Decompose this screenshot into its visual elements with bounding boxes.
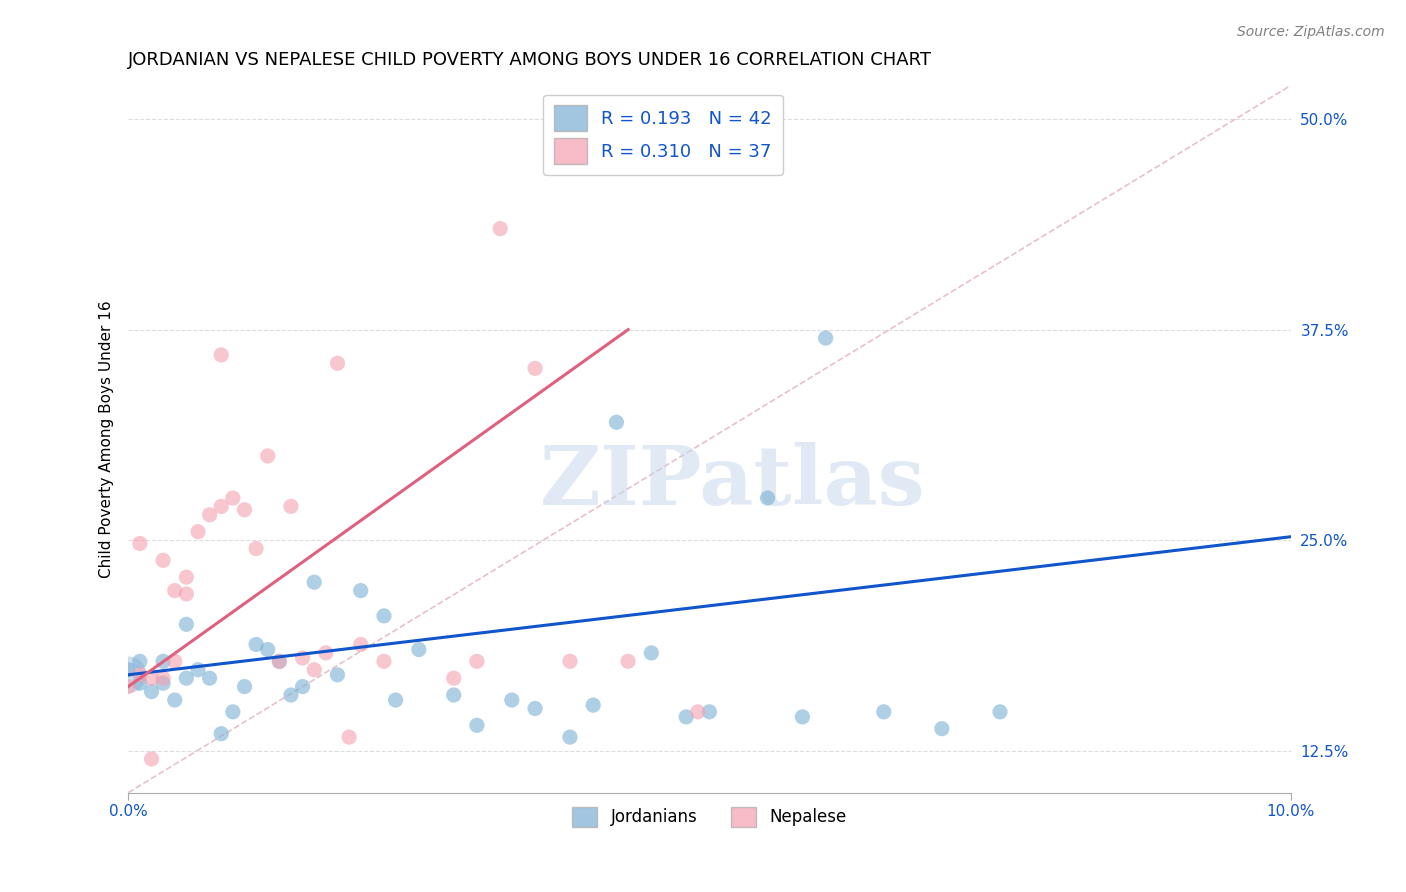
Point <box>117 680 139 694</box>
Point <box>209 348 232 362</box>
Point <box>141 684 163 698</box>
Point <box>176 570 198 584</box>
Point <box>152 654 174 668</box>
Point <box>117 667 139 681</box>
Point <box>686 705 709 719</box>
Point <box>408 642 430 657</box>
Point <box>233 680 256 694</box>
Point <box>524 361 547 376</box>
Point <box>489 221 512 235</box>
Text: Source: ZipAtlas.com: Source: ZipAtlas.com <box>1237 25 1385 39</box>
Point <box>280 500 302 514</box>
Point <box>931 722 953 736</box>
Point <box>640 646 662 660</box>
Point <box>675 710 697 724</box>
Point <box>198 508 221 522</box>
Point <box>222 705 245 719</box>
Point <box>176 587 198 601</box>
Point <box>873 705 896 719</box>
Point <box>558 654 581 668</box>
Y-axis label: Child Poverty Among Boys Under 16: Child Poverty Among Boys Under 16 <box>100 301 114 578</box>
Point <box>176 617 198 632</box>
Point <box>384 693 406 707</box>
Point <box>128 676 150 690</box>
Point <box>699 705 721 719</box>
Point <box>617 654 640 668</box>
Point <box>233 503 256 517</box>
Point <box>245 541 267 556</box>
Point <box>1105 862 1128 876</box>
Point <box>209 727 232 741</box>
Point <box>326 356 349 370</box>
Point <box>756 491 779 505</box>
Point <box>256 449 278 463</box>
Point <box>269 654 291 668</box>
Point <box>524 701 547 715</box>
Point <box>350 583 373 598</box>
Point <box>501 693 523 707</box>
Point <box>198 671 221 685</box>
Point <box>117 663 139 677</box>
Point <box>152 671 174 685</box>
Point <box>814 331 837 345</box>
Point <box>988 705 1011 719</box>
Point <box>337 730 360 744</box>
Point <box>209 500 232 514</box>
Point <box>443 688 465 702</box>
Point <box>163 654 186 668</box>
Point <box>465 718 488 732</box>
Point <box>291 680 314 694</box>
Point <box>128 654 150 668</box>
Point <box>163 583 186 598</box>
Point <box>141 671 163 685</box>
Point <box>256 642 278 657</box>
Point <box>350 638 373 652</box>
Point <box>152 553 174 567</box>
Point <box>315 646 337 660</box>
Point <box>408 799 430 814</box>
Point <box>302 575 325 590</box>
Point <box>128 667 150 681</box>
Point <box>326 667 349 681</box>
Point <box>605 415 627 429</box>
Legend: Jordanians, Nepalese: Jordanians, Nepalese <box>565 800 853 834</box>
Point <box>373 608 395 623</box>
Point <box>245 638 267 652</box>
Point <box>792 710 814 724</box>
Point <box>291 651 314 665</box>
Point <box>443 671 465 685</box>
Point <box>187 663 209 677</box>
Point <box>187 524 209 539</box>
Point <box>176 671 198 685</box>
Point <box>152 676 174 690</box>
Point <box>163 693 186 707</box>
Text: ZIPatlas: ZIPatlas <box>540 442 925 522</box>
Point <box>269 654 291 668</box>
Point <box>558 730 581 744</box>
Point <box>582 698 605 712</box>
Text: JORDANIAN VS NEPALESE CHILD POVERTY AMONG BOYS UNDER 16 CORRELATION CHART: JORDANIAN VS NEPALESE CHILD POVERTY AMON… <box>128 51 932 69</box>
Point <box>465 654 488 668</box>
Point <box>302 663 325 677</box>
Point <box>222 491 245 505</box>
Point <box>280 688 302 702</box>
Point <box>128 536 150 550</box>
Point <box>373 654 395 668</box>
Point <box>141 752 163 766</box>
